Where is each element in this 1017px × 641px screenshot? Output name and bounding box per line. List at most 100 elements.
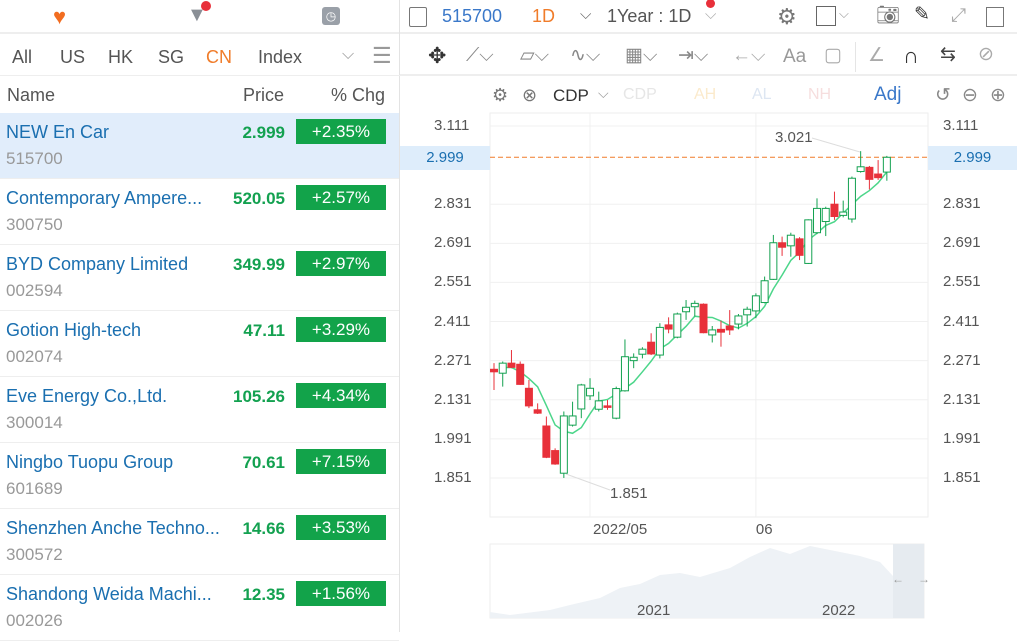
candle-up	[821, 207, 830, 223]
navigator-area	[490, 546, 893, 618]
tab-cn[interactable]: CN	[206, 47, 232, 67]
heart-icon[interactable]: ♥	[53, 4, 67, 29]
sidebar-toggle-icon[interactable]	[409, 7, 427, 27]
stock-code: 515700	[6, 149, 63, 168]
candle-up	[708, 329, 717, 336]
candle-up	[655, 326, 664, 356]
watchlist-row[interactable]: Gotion High-tech 002074 47.11 +3.29%	[0, 311, 399, 377]
high-leader	[811, 137, 861, 153]
y-tick-left: 2.691	[434, 234, 472, 252]
tab-hk[interactable]: HK	[108, 47, 134, 67]
interval-label[interactable]: 1D	[532, 6, 556, 26]
move-icon[interactable]: ✥	[428, 43, 447, 68]
notification-dot	[706, 0, 715, 8]
candle-down	[603, 405, 612, 408]
chart-topbar: 515700 1D ⌵ 1Year : 1D ⌵ ⚙ ⌵ 📷︎ ✎ ⤢	[400, 0, 1017, 34]
navigator-selection[interactable]	[893, 544, 924, 618]
watchlist-row[interactable]: BYD Company Limited 002594 349.99 +2.97%	[0, 245, 399, 311]
navigator-left-arrow[interactable]: ←	[892, 572, 904, 586]
candle-down	[830, 203, 839, 218]
polygon-tool-icon[interactable]: ▱⌵	[520, 45, 550, 66]
legend-nh: NH	[808, 86, 832, 103]
column-name[interactable]: Name	[7, 85, 56, 105]
range-select[interactable]: 1Year : 1D	[607, 6, 692, 26]
watchlist-row[interactable]: Contemporary Ampere... 300750 520.05 +2.…	[0, 179, 399, 245]
gear-icon[interactable]: ⚙	[492, 85, 509, 105]
comment-icon[interactable]: ▢	[824, 45, 842, 66]
pencil-icon[interactable]: ✎	[914, 4, 930, 25]
fib-tool-icon[interactable]: ▦⌵	[625, 45, 658, 66]
stock-name: Eve Energy Co.,Ltd.	[6, 386, 168, 406]
chevron-down-icon[interactable]: ⌵	[705, 6, 717, 23]
wave-tool-icon[interactable]: ∿⌵	[570, 45, 601, 66]
tab-us[interactable]: US	[60, 47, 86, 67]
candle-up	[839, 211, 848, 216]
column-chg[interactable]: % Chg	[331, 85, 386, 105]
navigator-label-2021: 2021	[637, 602, 671, 619]
candle-up	[638, 348, 647, 355]
sync-icon[interactable]: ⇆	[940, 44, 956, 65]
close-icon[interactable]: ⊗	[522, 85, 538, 105]
current-price-tag-right: 2.999	[928, 146, 1017, 170]
zoom-in-icon[interactable]: ⊕	[990, 85, 1006, 106]
drawing-toolbar: ✥ ⟋⌵ ▱⌵ ∿⌵ ▦⌵ ⇥⌵ ←⌵ Aa ▢ ∠ ∩ ⇆ ⊘	[400, 38, 1017, 76]
y-tick-right: 2.831	[943, 195, 981, 213]
change-badge: +7.15%	[296, 449, 386, 474]
gear-icon[interactable]: ⚙	[777, 4, 797, 29]
tab-index[interactable]: Index	[258, 47, 303, 67]
navigator-right-arrow[interactable]: →	[918, 572, 930, 586]
watchlist-row[interactable]: Ningbo Tuopu Group 601689 70.61 +7.15%	[0, 443, 399, 509]
candle-down	[725, 325, 734, 331]
symbol-label[interactable]: 515700	[442, 6, 503, 26]
stock-price: 2.999	[242, 123, 285, 142]
camera-icon[interactable]: 📷︎	[876, 5, 901, 26]
chevron-down-icon[interactable]: ⌵	[598, 85, 609, 101]
column-price[interactable]: Price	[243, 85, 285, 105]
panel-toggle-icon[interactable]	[986, 7, 1004, 27]
change-badge: +1.56%	[296, 581, 386, 606]
filter-icon[interactable]: ▼	[187, 4, 207, 26]
watchlist-row[interactable]: NEW En Car 515700 2.999 +2.35%	[0, 113, 399, 179]
candle-up	[786, 234, 795, 247]
candle-up	[673, 313, 682, 338]
chevron-down-icon[interactable]: ⌵	[839, 6, 849, 21]
candle-down	[795, 238, 804, 256]
text-tool-icon[interactable]: Aa	[783, 46, 807, 67]
line-tool-icon[interactable]: ⟋⌵	[466, 45, 494, 66]
watchlist-row[interactable]: Shenzhen Anche Techno... 300572 14.66 +3…	[0, 509, 399, 575]
arrow-tool-icon[interactable]: ←⌵	[732, 45, 766, 66]
hide-drawings-icon[interactable]: ⊘	[978, 44, 994, 65]
x-tick: 2022/05	[593, 521, 648, 538]
menu-icon[interactable]: ☰	[372, 43, 392, 68]
candle-up	[882, 156, 891, 173]
undo-icon[interactable]: ↺	[935, 85, 951, 106]
watchlist-row[interactable]: Shandong Weida Machi... 002026 12.35 +1.…	[0, 575, 399, 641]
y-tick-right: 2.691	[943, 234, 981, 252]
measure-tool-icon[interactable]: ⇥⌵	[678, 45, 709, 66]
indicator-select[interactable]: CDP	[553, 86, 589, 105]
tab-sg[interactable]: SG	[158, 47, 185, 67]
legend-cdp: CDP	[623, 86, 657, 103]
change-badge: +2.97%	[296, 251, 386, 276]
candle-down	[516, 363, 525, 385]
angle-icon[interactable]: ∠	[868, 45, 886, 66]
magnet-icon[interactable]: ∩	[903, 43, 919, 68]
candle-down	[551, 450, 560, 465]
chevron-down-icon[interactable]: ⌵	[342, 46, 355, 63]
candle-down	[778, 242, 787, 248]
stock-code: 300014	[6, 413, 63, 432]
navigator-label-2022: 2022	[822, 602, 856, 619]
fullscreen-icon[interactable]: ⤢	[951, 5, 967, 26]
candle-down	[533, 409, 542, 414]
candle-down	[699, 303, 708, 334]
zoom-out-icon[interactable]: ⊖	[962, 85, 978, 106]
chevron-down-icon[interactable]: ⌵	[580, 6, 592, 23]
candle-up	[734, 315, 743, 325]
tab-all[interactable]: All	[12, 47, 33, 67]
candle-down	[542, 425, 551, 458]
candlestick-chart[interactable]	[400, 112, 1017, 632]
watchlist-row[interactable]: Eve Energy Co.,Ltd. 300014 105.26 +4.34%	[0, 377, 399, 443]
adj-button[interactable]: Adj	[874, 84, 902, 105]
chart-type-icon[interactable]	[816, 6, 836, 26]
clock-icon[interactable]: ◷	[322, 7, 340, 25]
